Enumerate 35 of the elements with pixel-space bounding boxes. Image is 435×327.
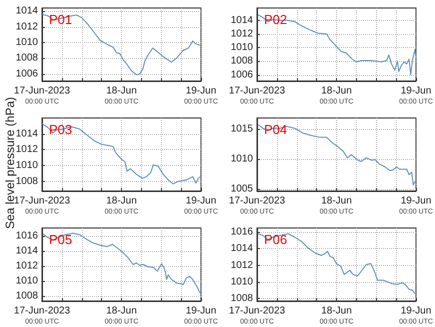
y-tick-label: 1016 <box>230 226 254 238</box>
y-tick-label: 1010 <box>16 160 38 172</box>
line-series <box>257 14 416 76</box>
y-tick-label: 1008 <box>230 56 254 67</box>
line-series <box>257 233 416 294</box>
y-tick-label: 1016 <box>16 230 38 242</box>
y-tick-label: 1008 <box>230 293 254 304</box>
y-tick-label: 1014 <box>16 6 38 17</box>
y-tick-label: 1006 <box>230 69 254 80</box>
y-tick-label: 1006 <box>16 68 38 80</box>
y-tick-label: 1015 <box>230 123 254 134</box>
y-tick-label: 1012 <box>230 260 254 271</box>
line-series <box>257 124 416 186</box>
chart-title: P06 <box>264 232 288 247</box>
y-tick-label: 1010 <box>230 154 254 165</box>
y-tick-label: 1008 <box>16 52 38 64</box>
y-tick-label: 1008 <box>16 176 38 187</box>
y-tick-label: 1010 <box>16 275 38 286</box>
y-tick-label: 1014 <box>16 128 38 140</box>
y-tick-label: 1008 <box>16 290 38 302</box>
y-tick-label: 1012 <box>16 260 38 272</box>
y-tick-label: 1014 <box>230 14 254 26</box>
y-tick-label: 1014 <box>230 243 254 254</box>
chart-title: P05 <box>49 232 72 247</box>
line-series <box>42 123 201 184</box>
y-tick-label: 1012 <box>230 28 254 40</box>
line-series <box>42 232 201 294</box>
y-tick-label: 1010 <box>16 37 38 48</box>
y-tick-label: 1010 <box>230 42 254 54</box>
y-tick-label: 1012 <box>16 21 38 32</box>
y-tick-label: 1005 <box>230 184 254 195</box>
y-tick-label: 1014 <box>16 246 38 257</box>
y-tick-label: 1010 <box>230 276 254 288</box>
line-series <box>42 14 201 76</box>
y-tick-label: 1012 <box>16 144 38 156</box>
